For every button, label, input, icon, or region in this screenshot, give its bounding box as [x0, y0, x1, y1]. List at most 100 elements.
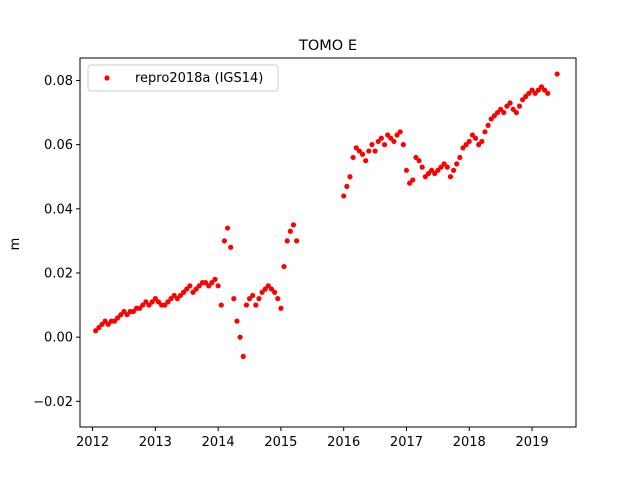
data-point [516, 103, 523, 109]
data-point [526, 90, 532, 96]
data-point [224, 225, 231, 231]
data-point [375, 138, 381, 145]
data-point [243, 302, 249, 308]
data-point [457, 154, 463, 161]
data-point [359, 151, 366, 157]
data-point [381, 142, 388, 148]
data-point [394, 132, 400, 138]
legend-box [87, 64, 279, 92]
data-point [450, 167, 457, 173]
data-point [231, 296, 237, 302]
data-point [177, 292, 184, 299]
data-point [438, 164, 444, 170]
data-point [96, 324, 102, 331]
data-point [347, 174, 353, 180]
data-point [356, 148, 362, 154]
data-point [403, 167, 410, 173]
data-point [469, 132, 476, 138]
y-axis-ticks: −0.02 0.00 0.02 0.04 0.06 0.08 [33, 74, 80, 410]
data-point [407, 180, 413, 186]
data-point [290, 222, 297, 228]
data-point [542, 87, 548, 93]
data-point [256, 296, 262, 302]
data-point [143, 299, 149, 305]
data-point [366, 148, 372, 154]
data-point [130, 308, 136, 315]
data-point [284, 238, 290, 244]
data-point [491, 113, 497, 119]
data-point [466, 138, 472, 145]
data-point [369, 142, 375, 148]
y-tick-label: 0.08 [44, 74, 73, 89]
data-point [262, 286, 268, 292]
data-point [520, 97, 526, 103]
data-point [265, 283, 271, 289]
data-point [287, 228, 293, 234]
data-point [212, 276, 218, 282]
data-point [202, 280, 209, 286]
data-point [428, 167, 435, 173]
data-point [240, 353, 246, 360]
data-point [294, 238, 300, 244]
legend-label: repro2018a (IGS14) [135, 71, 263, 86]
data-point [206, 283, 212, 289]
data-point [498, 106, 504, 112]
data-point [463, 142, 469, 148]
data-point [259, 289, 265, 295]
data-point [115, 315, 121, 321]
x-tick-label: 2018 [453, 435, 486, 450]
data-point [221, 238, 228, 244]
y-tick-label: 0.04 [44, 202, 73, 217]
data-point [432, 170, 438, 177]
data-point [504, 103, 510, 109]
data-point [99, 321, 105, 327]
data-point [413, 154, 419, 161]
data-point [545, 90, 551, 96]
data-point [353, 145, 359, 151]
data-point [124, 312, 130, 318]
data-point [190, 289, 196, 295]
data-point [105, 321, 111, 327]
data-point [152, 296, 158, 302]
x-tick-label: 2016 [327, 435, 360, 450]
data-point [278, 305, 284, 311]
data-point [385, 132, 391, 138]
data-point [341, 193, 347, 199]
data-point [162, 302, 168, 308]
data-point [529, 87, 535, 93]
data-point [388, 135, 394, 141]
y-tick-label: 0.00 [44, 331, 73, 346]
data-point [171, 292, 177, 299]
data-point [494, 109, 501, 116]
data-point [196, 283, 202, 289]
data-point [228, 244, 234, 250]
data-point [513, 109, 519, 116]
data-point [532, 90, 538, 96]
data-point [425, 170, 432, 177]
data-point [410, 177, 416, 183]
data-point [472, 135, 479, 141]
x-tick-label: 2017 [390, 435, 423, 450]
data-point [538, 84, 545, 90]
data-point [422, 174, 428, 180]
data-point [485, 122, 491, 128]
data-point [209, 280, 215, 286]
data-point [193, 286, 199, 292]
data-point [275, 296, 281, 302]
data-point [187, 283, 193, 289]
data-point [102, 318, 108, 324]
data-point [416, 158, 422, 164]
y-axis-label: m [8, 238, 23, 251]
data-point [535, 87, 541, 93]
x-tick-label: 2012 [76, 435, 109, 450]
data-point [215, 283, 221, 289]
data-point [476, 142, 482, 148]
data-point [272, 289, 278, 295]
data-point [137, 305, 143, 311]
y-tick-label: 0.02 [44, 266, 73, 281]
plot-marks [93, 71, 560, 360]
data-point [165, 299, 171, 305]
y-tick-label: −0.02 [33, 395, 73, 410]
data-point [155, 299, 162, 305]
